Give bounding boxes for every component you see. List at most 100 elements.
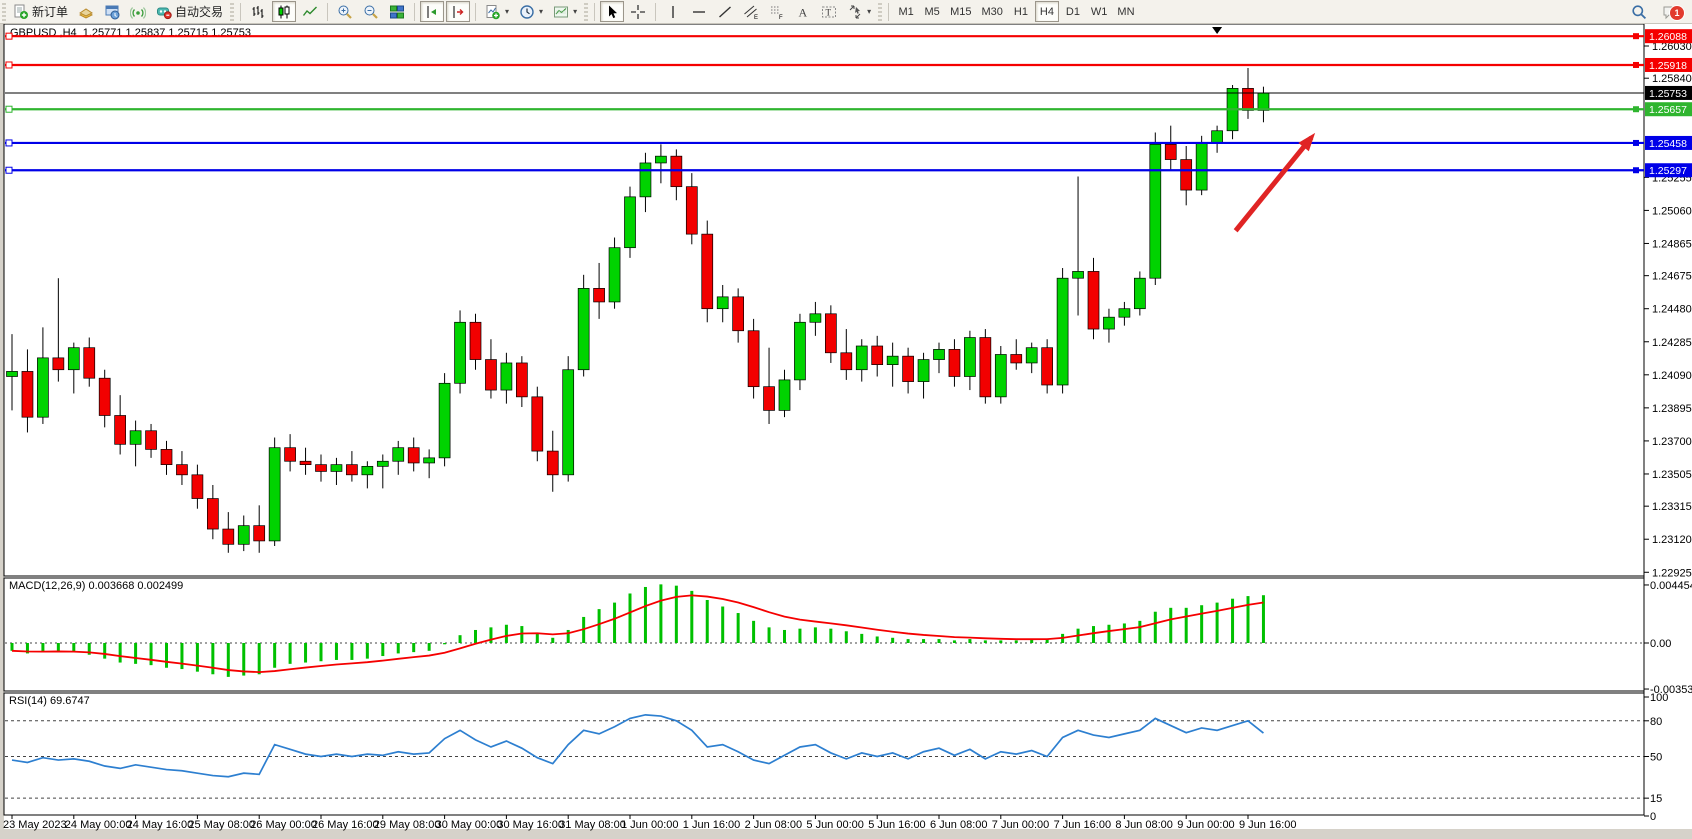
timeframe-m5-button[interactable]: M5 xyxy=(920,1,944,22)
bear-candle xyxy=(546,450,559,476)
macd-bar xyxy=(1169,607,1173,643)
macd-bar xyxy=(365,643,369,659)
notification-badge: 1 xyxy=(1669,4,1685,21)
macd-bar xyxy=(952,640,956,643)
macd-bar xyxy=(334,643,338,660)
data-window-button[interactable] xyxy=(100,1,124,22)
bear-candle xyxy=(284,447,296,462)
bull-candle xyxy=(6,371,18,377)
bull-candle xyxy=(1025,347,1038,364)
bull-candle xyxy=(778,379,791,411)
bull-candle xyxy=(624,196,636,249)
window-bottom-edge[interactable] xyxy=(0,829,1692,839)
horizontal-line-button[interactable] xyxy=(687,1,711,22)
bar-chart-icon xyxy=(252,5,264,18)
chart-shift-button[interactable] xyxy=(420,1,445,22)
market-watch-button[interactable] xyxy=(74,1,98,22)
timeframe-m1-button[interactable]: M1 xyxy=(894,1,918,22)
equidistant-channel-button[interactable]: E xyxy=(739,1,763,22)
trendline-button[interactable] xyxy=(713,1,737,22)
add-indicator-button[interactable]: ▾ xyxy=(481,1,513,22)
svg-text:7 Jun 16:00: 7 Jun 16:00 xyxy=(1054,819,1112,831)
trend-arrow[interactable] xyxy=(1233,135,1314,233)
macd-bar xyxy=(551,637,555,643)
svg-text:1.26030: 1.26030 xyxy=(1652,41,1692,53)
notifications-button[interactable]: 1 xyxy=(1662,4,1685,21)
bull-candle xyxy=(577,288,590,371)
add-indicator-icon xyxy=(486,4,500,19)
timeframe-d1-button[interactable]: D1 xyxy=(1061,1,1085,22)
macd-bar xyxy=(257,643,261,675)
bear-candle xyxy=(1242,88,1254,111)
text-button[interactable]: A xyxy=(791,1,815,22)
bear-candle xyxy=(871,345,884,365)
svg-text:1.23505: 1.23505 xyxy=(1652,469,1692,481)
text-label-button[interactable]: T xyxy=(817,1,841,22)
line-handle xyxy=(5,139,13,147)
svg-text:80: 80 xyxy=(1650,716,1662,728)
svg-text:0: 0 xyxy=(1650,811,1656,823)
zoom-in-button[interactable] xyxy=(333,1,357,22)
bear-candle xyxy=(1180,159,1193,191)
svg-text:50: 50 xyxy=(1650,752,1662,764)
timeframe-m15-button[interactable]: M15 xyxy=(946,1,975,22)
fibonacci-retracement-button[interactable]: F xyxy=(765,1,789,22)
svg-text:8 Jun 08:00: 8 Jun 08:00 xyxy=(1115,819,1173,831)
macd-bar xyxy=(1014,640,1018,643)
new-order-icon xyxy=(14,4,28,19)
data-window-icon xyxy=(105,5,120,19)
candlestick-chart-button[interactable] xyxy=(272,1,297,22)
templates-button[interactable]: ▾ xyxy=(549,1,581,22)
timeframe-h1-button[interactable]: H1 xyxy=(1009,1,1033,22)
periods-button[interactable]: ▾ xyxy=(515,1,547,22)
bull-candle xyxy=(392,447,405,462)
arrow-objects-button[interactable]: ▾ xyxy=(843,1,875,22)
macd-bar xyxy=(1246,596,1250,643)
timeframe-h4-button[interactable]: H4 xyxy=(1034,1,1059,22)
svg-text:1.25918: 1.25918 xyxy=(1649,60,1687,72)
svg-text:100: 100 xyxy=(1650,692,1668,704)
bull-candle xyxy=(809,313,822,323)
bear-candle xyxy=(114,415,127,445)
markers xyxy=(1212,27,1223,34)
macd-bar xyxy=(705,600,709,643)
macd-bar xyxy=(968,639,972,643)
svg-text:23 May 2023: 23 May 2023 xyxy=(3,819,67,831)
timeframe-m30-button[interactable]: M30 xyxy=(978,1,1007,22)
macd-bar xyxy=(195,643,199,672)
bear-candle xyxy=(207,498,219,530)
search-button[interactable] xyxy=(1627,1,1651,22)
timeframe-w1-button[interactable]: W1 xyxy=(1087,1,1112,22)
zoom-out-button[interactable] xyxy=(359,1,383,22)
bull-candle xyxy=(886,355,899,365)
new-order-button[interactable]: 新订单 xyxy=(9,1,72,22)
tile-windows-button[interactable] xyxy=(385,1,409,22)
bar-chart-button[interactable] xyxy=(246,1,270,22)
bull-candle xyxy=(562,369,575,476)
bull-candle xyxy=(1257,92,1270,111)
auto-trading-button[interactable]: 自动交易 xyxy=(152,1,227,22)
macd-bar xyxy=(798,628,802,643)
svg-text:30 May 16:00: 30 May 16:00 xyxy=(497,819,564,831)
macd-bar xyxy=(875,636,879,643)
svg-text:5 Jun 00:00: 5 Jun 00:00 xyxy=(806,819,864,831)
macd-bar xyxy=(288,643,292,664)
crosshair-button[interactable] xyxy=(626,1,650,22)
vertical-line-button[interactable] xyxy=(661,1,685,22)
text-label-icon: T xyxy=(822,6,837,17)
bear-candle xyxy=(747,330,760,388)
svg-text:6 Jun 08:00: 6 Jun 08:00 xyxy=(930,819,988,831)
timeframe-mn-button[interactable]: MN xyxy=(1113,1,1138,22)
cursor-button[interactable] xyxy=(600,1,625,22)
bull-candle xyxy=(438,382,451,459)
bull-candle xyxy=(1133,277,1146,310)
svg-text:1.23895: 1.23895 xyxy=(1652,403,1692,415)
macd-bar xyxy=(396,643,400,654)
line-chart-button[interactable] xyxy=(298,1,322,22)
signals-button[interactable] xyxy=(126,1,150,22)
bear-candle xyxy=(670,155,683,188)
bear-candle xyxy=(902,355,914,382)
svg-text:0.00: 0.00 xyxy=(1650,638,1671,650)
auto-scroll-button[interactable] xyxy=(446,1,471,22)
